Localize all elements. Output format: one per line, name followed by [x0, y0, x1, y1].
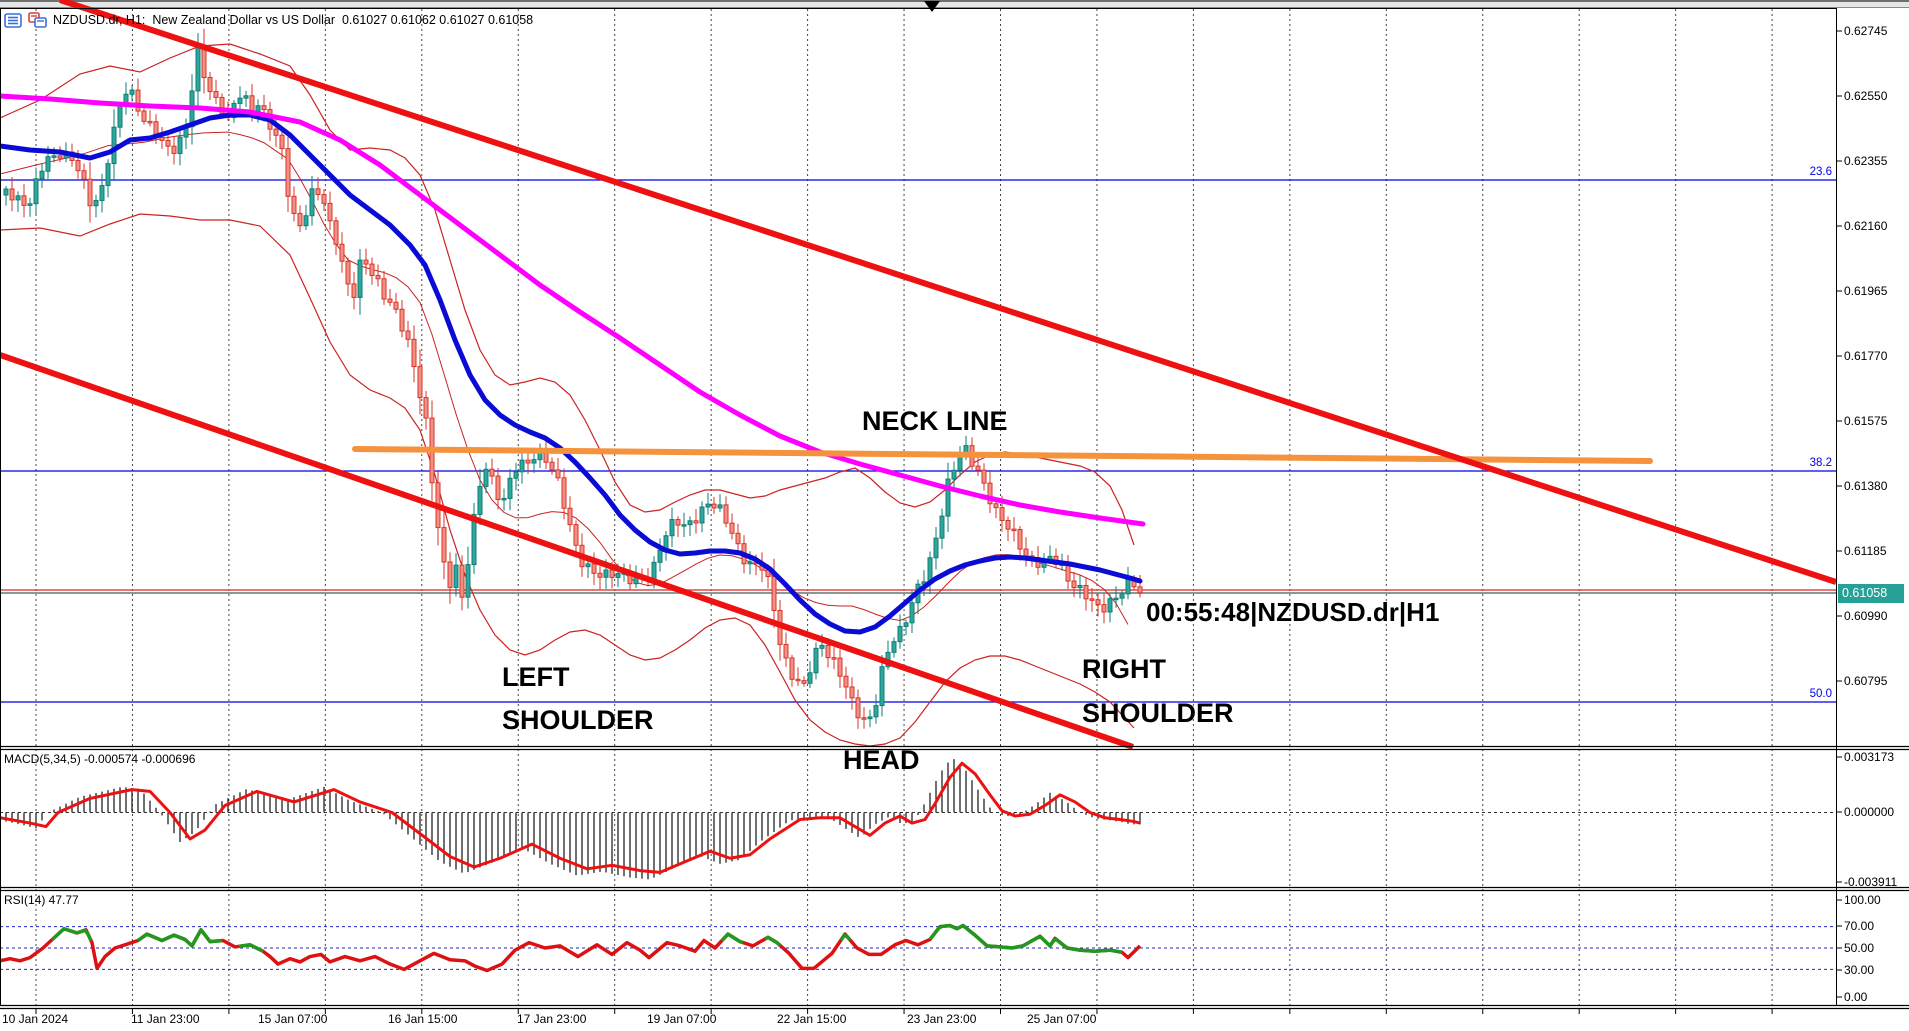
price-axis-label: 0.61965 — [1844, 284, 1888, 298]
rsi-axis-label: 30.00 — [1844, 963, 1875, 977]
current-price-box: 0.61058 — [1838, 584, 1904, 603]
fib-label-38-2: 38.2 — [1809, 457, 1832, 469]
macd-signal-line — [0, 761, 1141, 874]
annotation-timer: 00:55:48|NZDUSD.dr|H1 — [1146, 597, 1440, 627]
annotation-neck-line: NECK LINE — [862, 406, 1008, 436]
chart-title: NZDUSD.dr, H1: New Zealand Dollar vs US … — [53, 13, 534, 27]
price-axis-label: 0.60795 — [1844, 674, 1888, 688]
rsi-line-green-segments — [50, 923, 1123, 955]
neckline — [352, 446, 1653, 464]
rsi-axis-label: 100.00 — [1844, 893, 1881, 907]
macd-axis-label: -0.003911 — [1844, 875, 1898, 889]
time-axis-label: 10 Jan 2024 — [2, 1012, 69, 1026]
time-axis-label: 15 Jan 07:00 — [258, 1012, 328, 1026]
price-axis-label: 0.62550 — [1844, 89, 1888, 103]
chart-window-icon[interactable] — [28, 12, 47, 28]
chart-header: NZDUSD.dr, H1: New Zealand Dollar vs US … — [4, 11, 533, 29]
annotation-right-shoulder-line1: RIGHT — [1082, 654, 1166, 684]
fib-label-23-6: 23.6 — [1809, 166, 1832, 178]
bollinger-bands — [0, 43, 1135, 747]
annotation-left-shoulder-line1: LEFT — [502, 662, 570, 692]
annotation-right-shoulder-line2: SHOULDER — [1082, 698, 1234, 728]
fib-lines — [0, 179, 1836, 703]
candles — [3, 28, 1143, 729]
time-axis-label: 11 Jan 23:00 — [131, 1012, 200, 1026]
lower-trendline — [0, 352, 1134, 750]
price-axis-label: 0.61575 — [1844, 414, 1888, 428]
rsi-axis-label: 50.00 — [1844, 941, 1875, 955]
rsi-axis-label: 70.00 — [1844, 919, 1875, 933]
price-axis-label: 0.62160 — [1844, 219, 1888, 233]
price-axis-label: 0.61185 — [1844, 544, 1887, 558]
annotation-head: HEAD — [843, 745, 920, 775]
time-axis-label: 22 Jan 15:00 — [777, 1012, 847, 1026]
window-edge — [0, 0, 1909, 8]
time-axis-label: 25 Jan 07:00 — [1027, 1012, 1097, 1026]
upper-trendline — [59, 0, 1837, 585]
macd-axis-label: 0.003173 — [1844, 750, 1895, 764]
arrow-down-marker — [924, 1, 940, 12]
macd-label: MACD(5,34,5) -0.000574 -0.000696 — [4, 752, 196, 766]
rsi-label: RSI(14) 47.77 — [4, 893, 79, 907]
vertical-gridlines — [35, 9, 1773, 1006]
fib-label-50-0: 50.0 — [1809, 688, 1832, 700]
price-axis-label: 0.60990 — [1844, 609, 1888, 623]
macd-histogram — [5, 759, 1141, 880]
time-axis-label: 16 Jan 15:00 — [388, 1012, 458, 1026]
pane-borders — [0, 8, 1909, 1010]
time-axis-label: 19 Jan 07:00 — [647, 1012, 717, 1026]
annotation-left-shoulder-line2: SHOULDER — [502, 705, 654, 735]
macd-axis-label: 0.000000 — [1844, 805, 1895, 819]
time-axis-label: 17 Jan 23:00 — [517, 1012, 587, 1026]
time-axis-label: 23 Jan 23:00 — [907, 1012, 977, 1026]
chart-list-icon[interactable] — [4, 12, 22, 28]
price-axis-label: 0.62355 — [1844, 154, 1888, 168]
axis-ticks — [35, 30, 1842, 1014]
price-axis-label: 0.61380 — [1844, 479, 1888, 493]
price-axis-label: 0.62745 — [1844, 24, 1888, 38]
magenta-ma-line — [0, 93, 1146, 527]
price-axis-label: 0.61770 — [1844, 349, 1888, 363]
rsi-axis-label: 0.00 — [1844, 990, 1868, 1004]
blue-ma-line — [0, 112, 1143, 635]
